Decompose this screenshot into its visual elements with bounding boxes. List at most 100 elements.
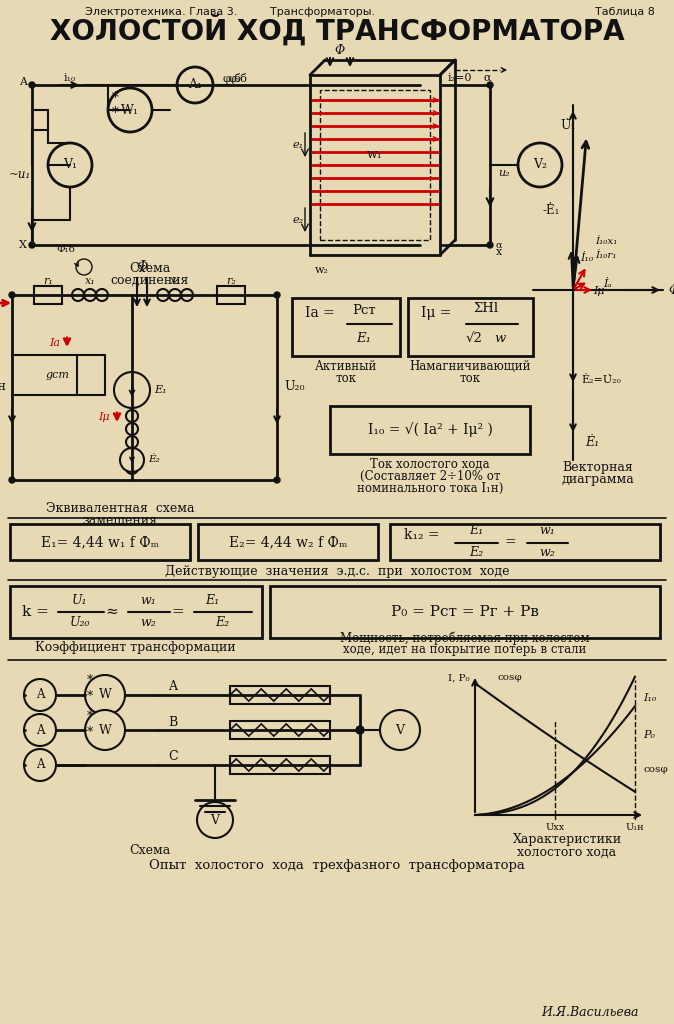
Circle shape <box>96 289 108 301</box>
Text: w₁: w₁ <box>140 594 156 606</box>
Text: Ток холостого хода: Ток холостого хода <box>370 458 490 470</box>
Text: Φ: Φ <box>335 43 345 56</box>
Text: Ė₂: Ė₂ <box>148 456 160 465</box>
Text: İ₁₀x₁: İ₁₀x₁ <box>595 238 617 247</box>
Circle shape <box>126 449 138 461</box>
Text: *: * <box>87 725 93 738</box>
Text: E₁: E₁ <box>154 385 166 395</box>
Bar <box>270 586 660 638</box>
Text: V₁: V₁ <box>63 159 77 171</box>
Text: w: w <box>494 332 506 344</box>
Text: Iμ =: Iμ = <box>421 306 451 319</box>
Bar <box>230 721 330 739</box>
Text: Ė₁: Ė₁ <box>585 435 599 449</box>
Text: Uхх: Uхх <box>545 822 565 831</box>
Bar <box>330 406 530 454</box>
Circle shape <box>114 372 150 408</box>
Text: *: * <box>87 675 93 687</box>
Text: И.Я.Васильева: И.Я.Васильева <box>541 1006 639 1019</box>
Text: E₂= 4,44 w₂ f Фₘ: E₂= 4,44 w₂ f Фₘ <box>228 535 347 549</box>
Text: Намагничивающий: Намагничивающий <box>409 359 530 373</box>
Text: B: B <box>168 716 177 728</box>
Text: W₁: W₁ <box>121 103 139 117</box>
Circle shape <box>518 143 562 187</box>
Text: E₁: E₁ <box>469 523 483 537</box>
Text: E₂: E₂ <box>469 546 483 558</box>
Text: E₁: E₁ <box>205 594 219 606</box>
Text: =: = <box>504 535 516 549</box>
Text: k₁₂ =: k₁₂ = <box>404 528 439 542</box>
Text: U̇₁: U̇₁ <box>561 119 576 132</box>
Text: I₁₀ = √( Iа² + Iμ² ): I₁₀ = √( Iа² + Iμ² ) <box>367 423 493 437</box>
Text: U₂₀: U₂₀ <box>69 616 90 630</box>
Circle shape <box>85 710 125 750</box>
Text: cosφ: cosφ <box>643 766 668 774</box>
Text: Iа: Iа <box>49 338 60 348</box>
Text: X: X <box>19 240 27 250</box>
Text: Iμ: Iμ <box>594 286 605 296</box>
Text: V: V <box>396 724 404 736</box>
Text: U₁: U₁ <box>72 594 88 606</box>
Circle shape <box>126 423 138 435</box>
Text: A: A <box>36 724 44 736</box>
Circle shape <box>72 289 84 301</box>
Text: Схема: Схема <box>129 844 171 856</box>
Text: Iа =: Iа = <box>305 306 335 319</box>
Circle shape <box>197 802 233 838</box>
Bar <box>217 286 245 304</box>
Text: =: = <box>172 605 185 618</box>
Text: w₁: w₁ <box>367 148 383 162</box>
Text: cosφ: cosφ <box>497 674 522 683</box>
Text: W: W <box>98 724 111 736</box>
Text: ΣHl: ΣHl <box>473 301 499 314</box>
Text: (Составляет 2÷10% от: (Составляет 2÷10% от <box>360 469 500 482</box>
Text: φ₁б: φ₁б <box>222 73 241 84</box>
Text: соединения: соединения <box>111 273 189 287</box>
Text: Характеристики: Характеристики <box>512 834 621 847</box>
Text: P₀ = Pст = Pг + Pв: P₀ = Pст = Pг + Pв <box>391 605 539 618</box>
Bar <box>390 524 660 560</box>
Text: -Ė₁: -Ė₁ <box>543 204 559 216</box>
Text: Pст: Pст <box>353 303 376 316</box>
Bar <box>34 286 62 304</box>
Text: İ₁₀: İ₁₀ <box>580 253 594 263</box>
Circle shape <box>181 289 193 301</box>
Text: I, P₀: I, P₀ <box>448 674 470 683</box>
Text: Действующие  значения  э.д.с.  при  холостом  ходе: Действующие значения э.д.с. при холостом… <box>164 565 510 579</box>
Text: V₂: V₂ <box>533 159 547 171</box>
Text: φ₁б: φ₁б <box>228 73 247 84</box>
Text: Iμ: Iμ <box>98 412 110 422</box>
Circle shape <box>274 477 280 483</box>
Text: *: * <box>112 106 119 120</box>
Text: Векторная: Векторная <box>563 462 634 474</box>
Text: диаграмма: диаграмма <box>561 473 634 486</box>
Text: *: * <box>112 91 119 105</box>
Circle shape <box>48 143 92 187</box>
Circle shape <box>380 710 420 750</box>
Text: Схема: Схема <box>129 261 171 274</box>
Circle shape <box>169 289 181 301</box>
Text: A: A <box>36 759 44 771</box>
Text: *: * <box>87 690 93 703</box>
Text: α: α <box>483 73 491 83</box>
Text: x: x <box>496 247 502 257</box>
Text: x₁: x₁ <box>85 276 96 286</box>
Text: ходе, идет на покрытие потерь в стали: ходе, идет на покрытие потерь в стали <box>343 643 586 656</box>
Text: u₂: u₂ <box>498 168 510 178</box>
Circle shape <box>487 242 493 248</box>
Bar <box>320 90 430 240</box>
Text: w₂: w₂ <box>539 546 555 558</box>
Circle shape <box>157 289 169 301</box>
Text: r₁: r₁ <box>43 276 53 286</box>
Circle shape <box>24 749 56 781</box>
Text: A: A <box>19 77 27 87</box>
Circle shape <box>9 292 15 298</box>
Text: E₁: E₁ <box>357 332 371 344</box>
Circle shape <box>126 436 138 449</box>
Bar <box>10 586 262 638</box>
Circle shape <box>126 462 138 474</box>
Text: e₁: e₁ <box>293 140 303 150</box>
Text: E₂: E₂ <box>215 616 229 630</box>
Text: Мощность, потребляемая при холостом: Мощность, потребляемая при холостом <box>340 631 590 645</box>
Text: k =: k = <box>22 605 49 618</box>
